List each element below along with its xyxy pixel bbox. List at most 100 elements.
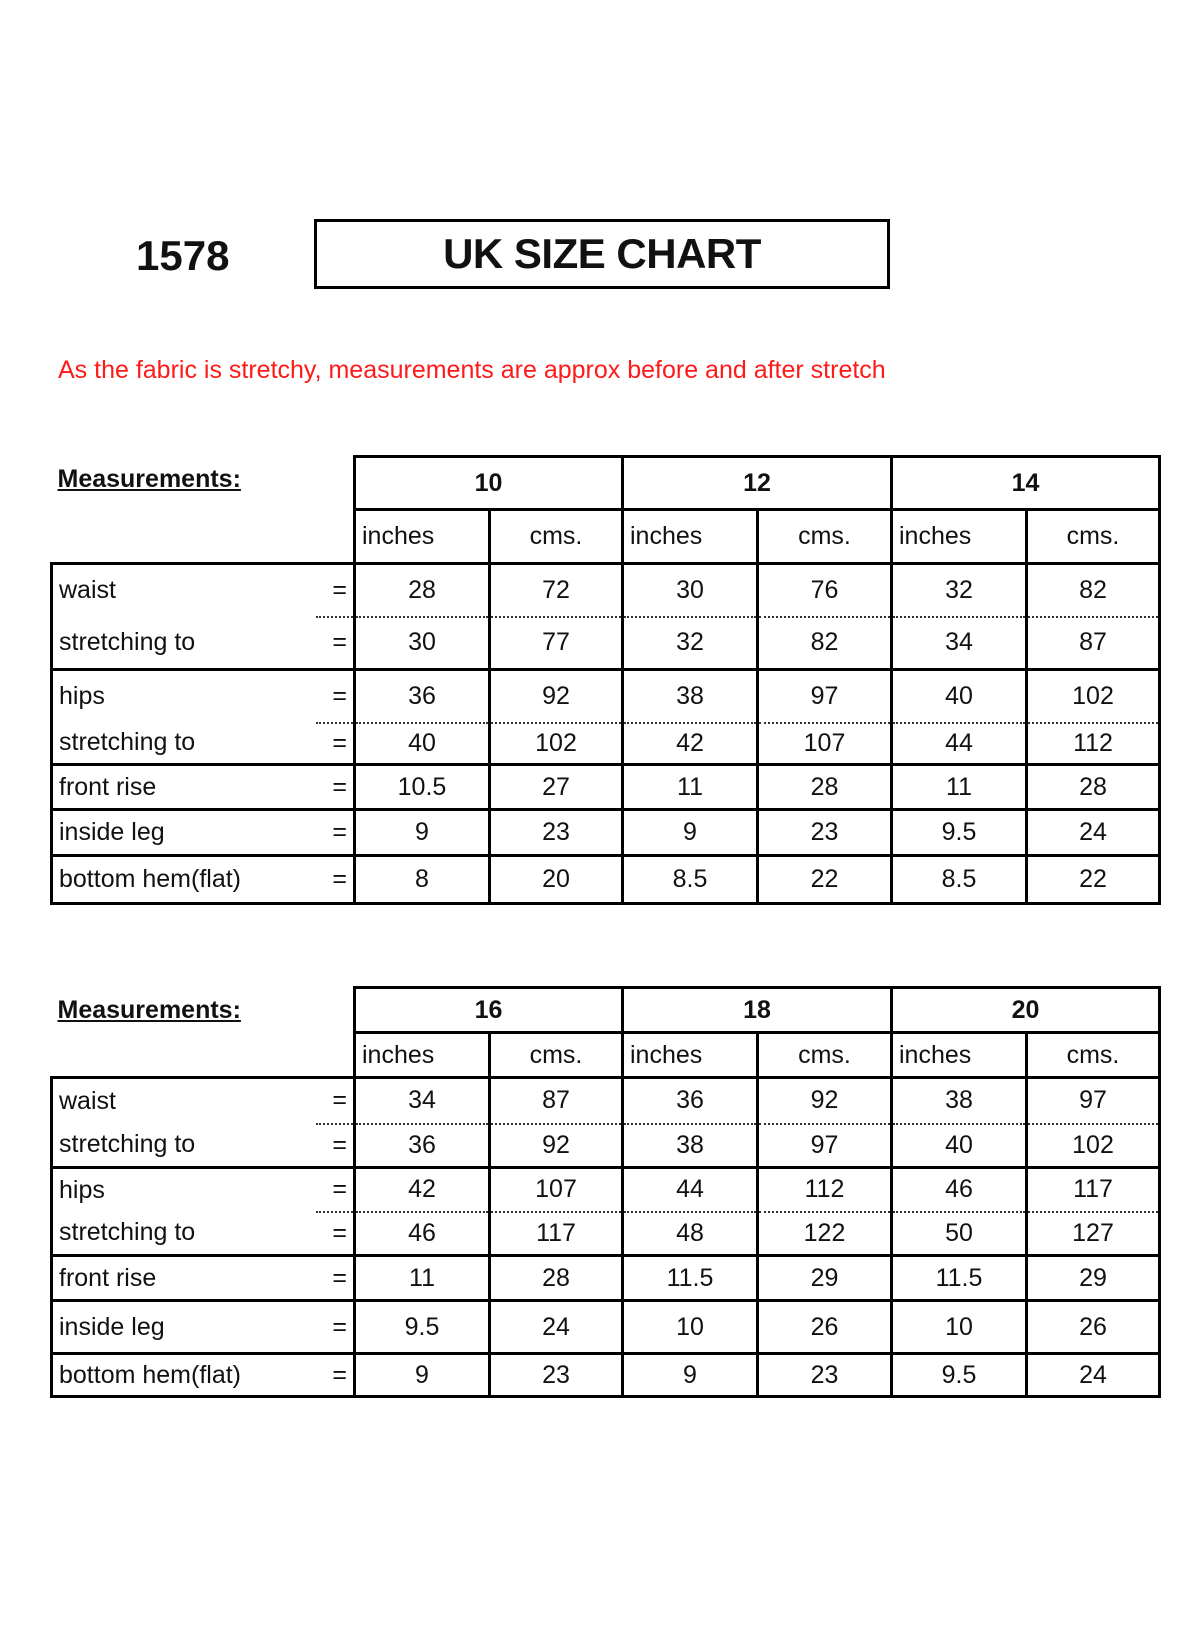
equals-sign: = — [315, 668, 355, 724]
measurement-cell: 112 — [756, 1166, 893, 1213]
equals-sign: = — [315, 1299, 355, 1354]
measurement-cell: 29 — [1025, 1254, 1161, 1301]
unit-header: inches — [890, 508, 1028, 565]
measurement-cell: 117 — [488, 1211, 624, 1256]
measurement-cell: 46 — [890, 1166, 1028, 1213]
row-label: waist — [50, 1076, 316, 1124]
measurement-cell: 46 — [353, 1211, 491, 1256]
product-code: 1578 — [136, 232, 230, 279]
measurement-cell: 29 — [756, 1254, 893, 1301]
equals-sign: = — [315, 763, 355, 810]
row-label: inside leg — [50, 1299, 316, 1354]
equals-sign: = — [315, 854, 355, 905]
size-header: 16 — [353, 986, 624, 1034]
measurement-cell: 34 — [890, 616, 1028, 670]
measurement-cell: 9 — [353, 1352, 491, 1398]
equals-sign: = — [315, 562, 355, 618]
row-label: stretching to — [50, 1211, 316, 1256]
measurement-cell: 107 — [756, 722, 893, 765]
measurement-cell: 44 — [890, 722, 1028, 765]
size-table-2: Measurements: 16 18 20 inches cms. inches cms. i… — [50, 986, 1161, 1398]
measurement-cell: 40 — [353, 722, 491, 765]
measurement-cell: 38 — [621, 1123, 759, 1168]
measurement-cell: 27 — [488, 763, 624, 810]
measurement-cell: 11.5 — [621, 1254, 759, 1301]
unit-header: inches — [353, 1031, 491, 1079]
measurement-cell: 9 — [353, 808, 491, 856]
table-row: inside leg = 9.5 24 10 26 10 26 — [50, 1299, 1161, 1354]
measurement-cell: 40 — [890, 668, 1028, 724]
unit-header: cms. — [1025, 1031, 1161, 1079]
table-row: bottom hem(flat) = 8 20 8.5 22 8.5 22 — [50, 854, 1161, 905]
equals-sign: = — [315, 808, 355, 856]
measurement-cell: 92 — [488, 668, 624, 724]
measurement-cell: 50 — [890, 1211, 1028, 1256]
measurement-cell: 30 — [621, 562, 759, 618]
measurement-cell: 97 — [756, 668, 893, 724]
measurement-cell: 28 — [353, 562, 491, 618]
size-table-1: Measurements: 10 12 14 inches cms. inches cms. i… — [50, 455, 1161, 905]
measurement-cell: 87 — [488, 1076, 624, 1125]
row-label: front rise — [50, 763, 316, 810]
row-label: front rise — [50, 1254, 316, 1301]
measurement-cell: 92 — [488, 1123, 624, 1168]
unit-header: cms. — [756, 508, 893, 565]
unit-header: cms. — [488, 508, 624, 565]
row-label: inside leg — [50, 808, 316, 856]
measurement-cell: 24 — [1025, 808, 1161, 856]
chart-title: UK SIZE CHART — [314, 219, 890, 289]
measurement-cell: 30 — [353, 616, 491, 670]
unit-header: inches — [621, 508, 759, 565]
measurement-cell: 102 — [488, 722, 624, 765]
row-label: hips — [50, 668, 316, 723]
measurement-cell: 34 — [353, 1076, 491, 1125]
measurement-cell: 11 — [890, 763, 1028, 810]
measurement-cell: 42 — [621, 722, 759, 765]
measurement-cell: 38 — [621, 668, 759, 724]
table-row: inside leg = 9 23 9 23 9.5 24 — [50, 808, 1161, 856]
measurement-cell: 8 — [353, 854, 491, 905]
measurement-cell: 8.5 — [890, 854, 1028, 905]
measurement-cell: 92 — [756, 1076, 893, 1125]
measurement-cell: 22 — [1025, 854, 1161, 905]
measurement-cell: 24 — [1025, 1352, 1161, 1398]
size-header: 12 — [621, 455, 893, 511]
table-row: bottom hem(flat) = 9 23 9 23 9.5 24 — [50, 1352, 1161, 1398]
row-label: hips — [50, 1166, 316, 1212]
measurement-cell: 10.5 — [353, 763, 491, 810]
equals-sign: = — [332, 1218, 347, 1247]
measurement-cell: 11 — [621, 763, 759, 810]
measurement-cell: 97 — [1025, 1076, 1161, 1125]
measurement-cell: 97 — [756, 1123, 893, 1168]
measurement-cell: 48 — [621, 1211, 759, 1256]
measurement-cell: 9 — [621, 1352, 759, 1398]
equals-sign: = — [332, 728, 347, 757]
size-header: 20 — [890, 986, 1161, 1034]
table-row: waist = 28 72 30 76 32 82 — [50, 562, 1161, 618]
measurement-cell: 76 — [756, 562, 893, 618]
measurement-cell: 36 — [353, 1123, 491, 1168]
unit-header: inches — [353, 508, 491, 565]
size-header-row: Measurements: 10 12 14 — [52, 455, 1161, 511]
size-header-row: Measurements: 16 18 20 — [52, 986, 1161, 1034]
measurement-cell: 87 — [1025, 616, 1161, 670]
measurement-cell: 32 — [890, 562, 1028, 618]
measurement-cell: 23 — [488, 808, 624, 856]
measurement-cell: 117 — [1025, 1166, 1161, 1213]
measurement-cell: 127 — [1025, 1211, 1161, 1256]
measurement-cell: 82 — [1025, 562, 1161, 618]
equals-sign: = — [315, 1254, 355, 1301]
measurement-cell: 8.5 — [621, 854, 759, 905]
unit-header: inches — [890, 1031, 1028, 1079]
unit-header-row: inches cms. inches cms. inches cms. — [52, 1031, 1161, 1079]
measurement-cell: 26 — [1025, 1299, 1161, 1354]
measurement-cell: 72 — [488, 562, 624, 618]
measurement-cell: 9.5 — [890, 808, 1028, 856]
measurement-cell: 36 — [621, 1076, 759, 1125]
measurement-cell: 28 — [756, 763, 893, 810]
unit-header: cms. — [1025, 508, 1161, 565]
row-label: waist — [50, 562, 316, 617]
measurement-cell: 20 — [488, 854, 624, 905]
table-row: stretching to = 36 92 38 97 40 102 — [50, 1123, 1161, 1168]
size-header: 10 — [353, 455, 624, 511]
